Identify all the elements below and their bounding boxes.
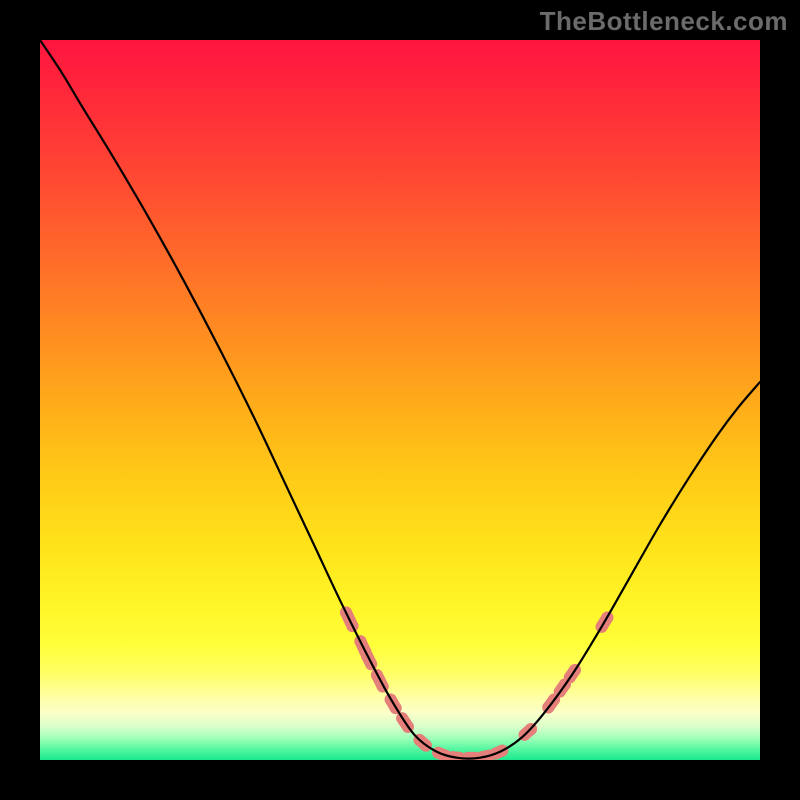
gradient-background bbox=[40, 40, 760, 760]
plot-area bbox=[40, 40, 760, 760]
watermark-text: TheBottleneck.com bbox=[540, 6, 788, 37]
chart-frame: TheBottleneck.com bbox=[0, 0, 800, 800]
plot-svg bbox=[40, 40, 760, 760]
